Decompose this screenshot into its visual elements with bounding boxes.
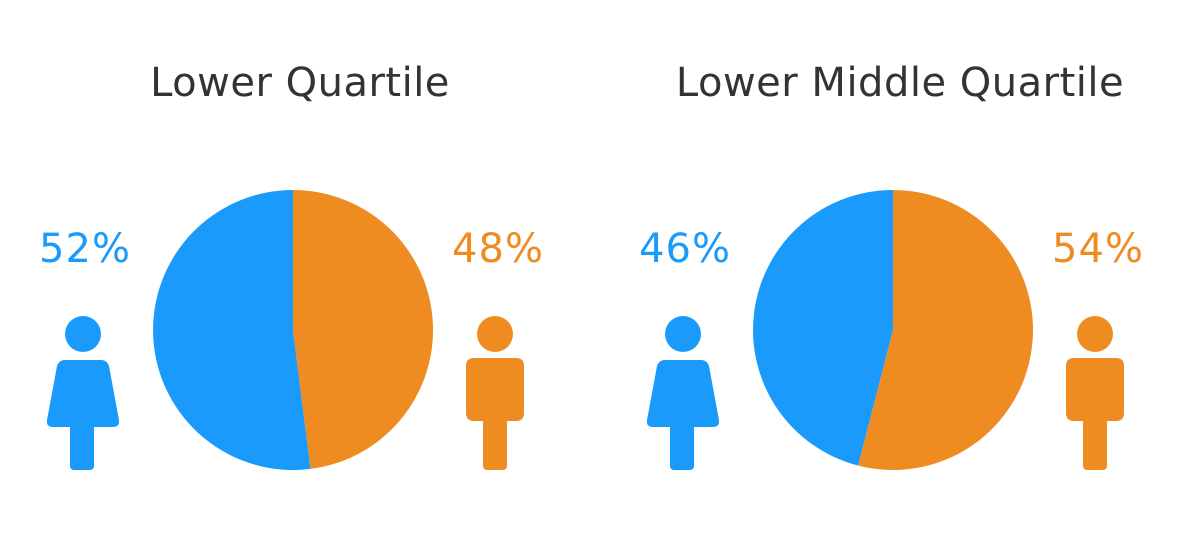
lower-middle-quartile-chart: Lower Middle Quartile 46% 54% bbox=[600, 0, 1200, 540]
pie-slice-male bbox=[858, 190, 1034, 470]
male-person-icon bbox=[466, 316, 524, 470]
pie-slice-female bbox=[153, 190, 311, 470]
chart-title: Lower Quartile bbox=[150, 60, 450, 106]
male-person-icon bbox=[1066, 316, 1124, 470]
female-person-icon bbox=[46, 316, 120, 470]
chart-title: Lower Middle Quartile bbox=[675, 60, 1125, 106]
pie-chart bbox=[153, 190, 434, 470]
male-percentage-label: 54% bbox=[1052, 226, 1144, 272]
pie-chart bbox=[753, 190, 1034, 470]
pie-slice-male bbox=[293, 190, 434, 469]
female-person-icon bbox=[646, 316, 720, 470]
lower-quartile-chart: Lower Quartile 52% 48% bbox=[39, 60, 544, 470]
female-percentage-label: 52% bbox=[39, 226, 131, 272]
pie-slice-female bbox=[753, 190, 893, 466]
male-percentage-label: 48% bbox=[452, 226, 544, 272]
female-percentage-label: 46% bbox=[639, 226, 731, 272]
